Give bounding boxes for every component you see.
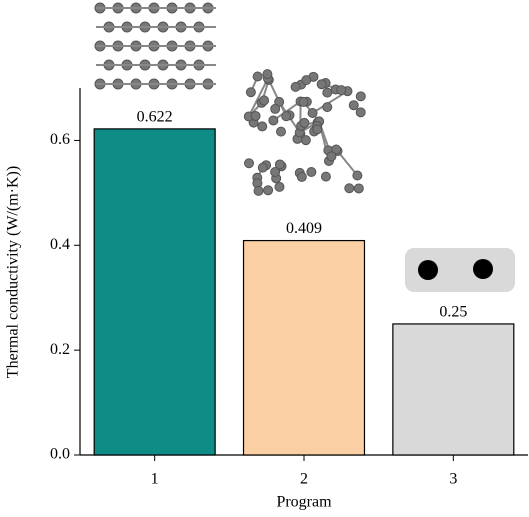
atom [302,76,311,85]
atom [258,122,267,131]
atom [345,184,354,193]
bar [94,129,215,455]
atom [282,112,291,121]
value-label: 0.622 [137,109,173,126]
x-tick-label: 1 [151,471,159,488]
atom [356,92,365,101]
atom [260,96,269,105]
atom [264,186,273,195]
atom [313,125,322,134]
atom [353,171,362,180]
dot [473,259,493,279]
atom [349,101,358,110]
atom [297,172,306,181]
atom [271,104,280,113]
atom [253,72,262,81]
atom [323,103,332,112]
atom [356,108,365,117]
atom [275,182,284,191]
atom [269,116,278,125]
dot [418,260,438,280]
atom [300,118,309,127]
atom [327,152,336,161]
value-label: 0.25 [439,304,467,321]
atom [291,82,300,91]
x-axis-label: Program [276,494,332,511]
y-tick-label: 0.0 [50,446,70,463]
atom [321,172,330,181]
page: {"chart_data": {"type": "bar", "categori… [0,0,529,517]
y-tick-label: 0.4 [50,236,70,253]
atom [317,80,326,89]
y-axis-label: Thermal conductivity (W/(m·K)) [5,166,22,378]
bar [393,324,514,455]
chart: Thermal conductivity (W/(m·K)) Program 0… [0,0,529,517]
atom [251,111,260,120]
atom [244,159,253,168]
atom [307,168,316,177]
atom [258,163,267,172]
atom [276,127,285,136]
atom [337,86,346,95]
atom [263,70,272,79]
x-tick-label: 3 [449,471,457,488]
atom [323,88,332,97]
atom [299,97,308,106]
atom [254,186,263,195]
value-label: 0.409 [286,220,322,237]
y-tick-label: 0.2 [50,341,70,358]
bar [244,241,365,455]
atom [308,108,317,117]
atom [246,88,255,97]
atom [354,184,363,193]
y-tick-label: 0.6 [50,131,70,148]
atom [271,168,280,177]
x-tick-label: 2 [300,471,308,488]
